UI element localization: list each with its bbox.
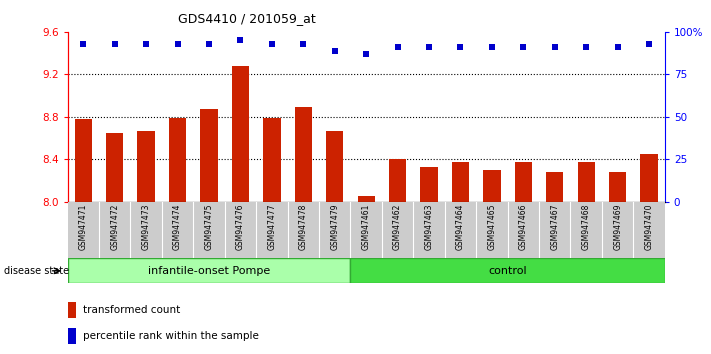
Text: GSM947470: GSM947470: [645, 204, 653, 250]
Text: GDS4410 / 201059_at: GDS4410 / 201059_at: [178, 12, 316, 25]
Text: control: control: [488, 266, 527, 276]
Bar: [420, 167, 438, 202]
Bar: [68, 302, 76, 318]
Text: GSM947464: GSM947464: [456, 204, 465, 250]
Text: GSM947466: GSM947466: [519, 204, 528, 250]
Text: GSM947469: GSM947469: [613, 204, 622, 250]
Bar: [68, 258, 351, 283]
Bar: [351, 258, 665, 283]
Bar: [201, 109, 218, 202]
Bar: [137, 131, 155, 202]
Text: GSM947476: GSM947476: [236, 204, 245, 250]
Bar: [451, 162, 469, 202]
Text: GSM947474: GSM947474: [173, 204, 182, 250]
Bar: [263, 118, 281, 202]
Text: GSM947478: GSM947478: [299, 204, 308, 250]
Text: GSM947461: GSM947461: [362, 204, 370, 250]
Text: percentile rank within the sample: percentile rank within the sample: [83, 331, 259, 341]
Bar: [389, 159, 406, 202]
Text: GSM947472: GSM947472: [110, 204, 119, 250]
Bar: [515, 162, 532, 202]
Bar: [546, 172, 563, 202]
Bar: [294, 107, 312, 202]
Bar: [483, 170, 501, 202]
Text: GSM947462: GSM947462: [393, 204, 402, 250]
Bar: [106, 133, 123, 202]
Bar: [577, 162, 595, 202]
Bar: [641, 154, 658, 202]
Text: disease state: disease state: [4, 266, 69, 276]
Text: GSM947471: GSM947471: [79, 204, 87, 250]
Text: GSM947473: GSM947473: [141, 204, 151, 250]
Text: GSM947479: GSM947479: [330, 204, 339, 250]
Text: GSM947475: GSM947475: [205, 204, 213, 250]
Bar: [358, 196, 375, 202]
Bar: [609, 172, 626, 202]
Text: transformed count: transformed count: [83, 305, 181, 315]
Text: infantile-onset Pompe: infantile-onset Pompe: [148, 266, 270, 276]
Text: GSM947465: GSM947465: [488, 204, 496, 250]
Text: GSM947467: GSM947467: [550, 204, 560, 250]
Bar: [326, 131, 343, 202]
Bar: [232, 66, 249, 202]
Bar: [169, 118, 186, 202]
Text: GSM947463: GSM947463: [424, 204, 434, 250]
Text: GSM947477: GSM947477: [267, 204, 277, 250]
Bar: [68, 328, 76, 344]
Text: GSM947468: GSM947468: [582, 204, 591, 250]
Bar: [75, 119, 92, 202]
